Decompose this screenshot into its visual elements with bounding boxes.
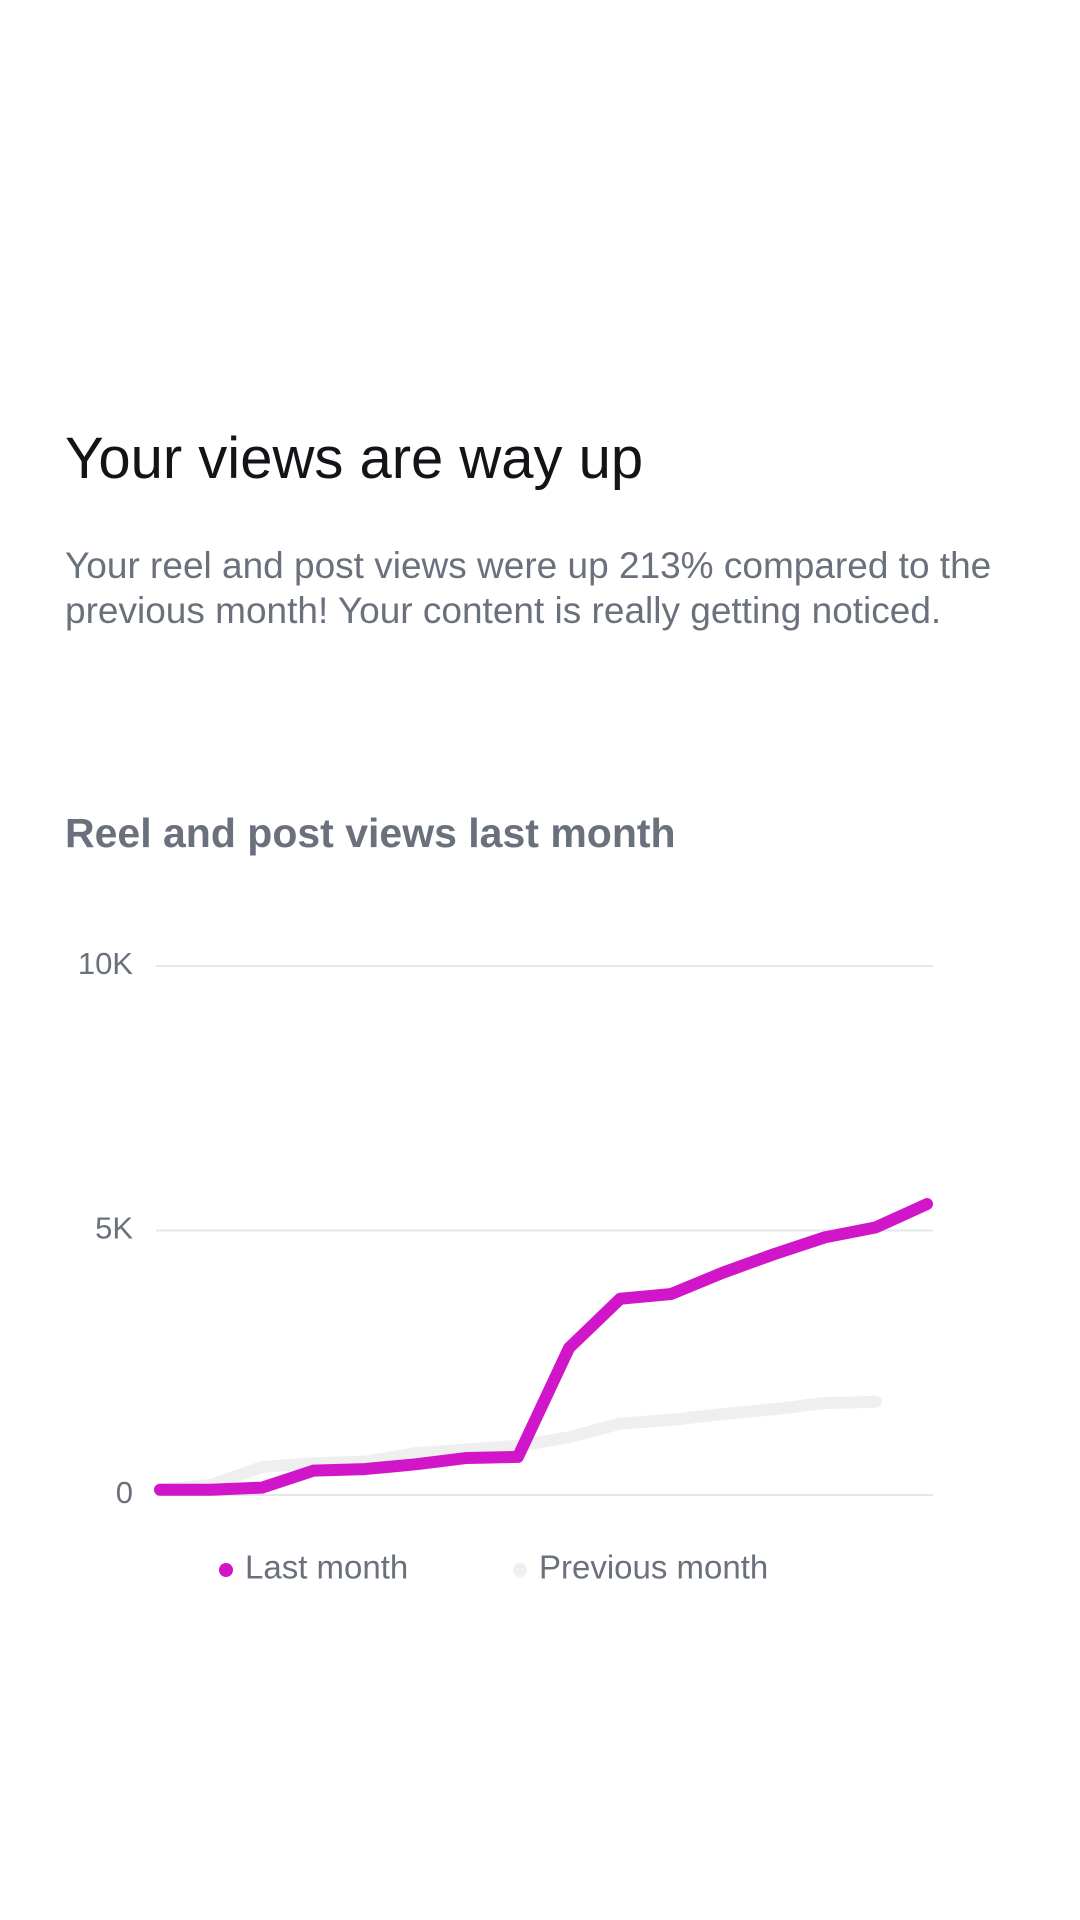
legend-swatch <box>219 1563 233 1577</box>
legend-label: Last month <box>245 1549 408 1586</box>
y-tick-label: 10K <box>78 946 133 981</box>
y-tick-label: 0 <box>116 1475 133 1510</box>
series-line <box>154 1198 933 1496</box>
legend-label: Previous month <box>539 1549 768 1586</box>
description: Your reel and post views were up 213% co… <box>65 545 992 631</box>
legend-swatch <box>513 1563 527 1577</box>
y-tick-label: 5K <box>95 1211 133 1246</box>
chart-title: Reel and post views last month <box>65 810 676 856</box>
title: Your views are way up <box>65 426 644 491</box>
